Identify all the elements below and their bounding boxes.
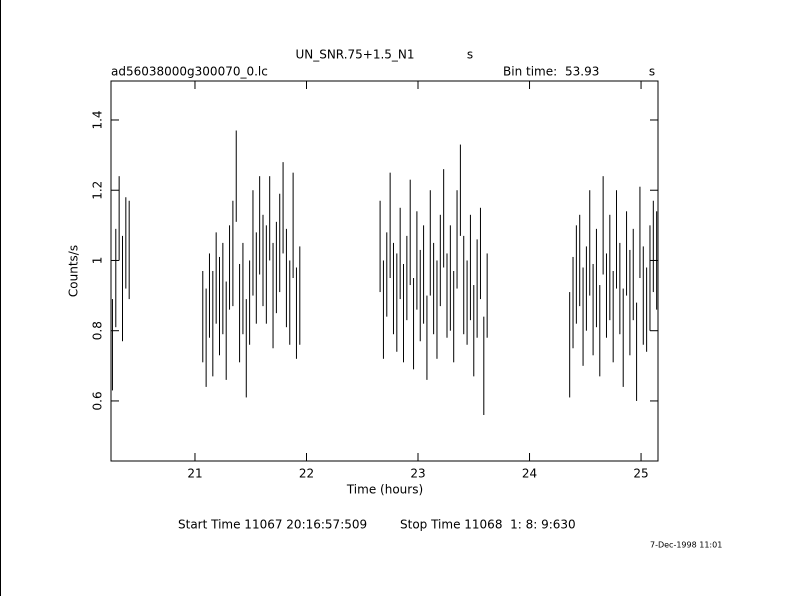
x-tick-label: 24 <box>522 467 537 481</box>
x-tick-label: 22 <box>299 467 314 481</box>
y-tick-label: 1.4 <box>90 110 104 129</box>
subtitle: ad56038000g300070_0.lc <box>111 65 268 79</box>
y-tick-label: 0.8 <box>91 321 105 340</box>
bin-time-label: Bin time: <box>503 65 557 79</box>
stop-time: Stop Time 11068 1: 8: 9:630 <box>400 518 576 532</box>
start-time: Start Time 11067 20:16:57:509 <box>178 518 367 532</box>
y-tick-label: 0.6 <box>91 391 105 410</box>
x-axis-label: Time (hours) <box>346 483 423 497</box>
y-tick-label: 1.2 <box>91 181 105 200</box>
date-stamp: 7-Dec-1998 11:01 <box>650 541 722 550</box>
y-axis-label: Counts/s <box>67 245 81 297</box>
x-tick-label: 21 <box>187 467 202 481</box>
chart-title: UN_SNR.75+1.5_N1 <box>295 48 414 62</box>
title-unit: s <box>467 48 473 62</box>
bin-time: 53.93 <box>565 65 599 79</box>
x-tick-label: 23 <box>410 467 425 481</box>
x-tick-label: 25 <box>633 467 648 481</box>
plot-frame <box>110 80 659 462</box>
y-tick-label: 1 <box>91 257 105 265</box>
bin-time-unit: s <box>649 65 655 79</box>
